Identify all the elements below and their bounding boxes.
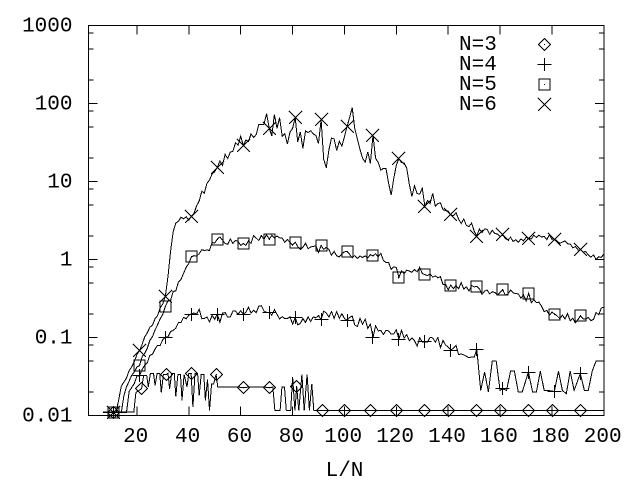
- svg-text:N=6: N=6: [459, 94, 497, 117]
- svg-text:10: 10: [47, 172, 72, 195]
- svg-text:60: 60: [227, 426, 252, 449]
- svg-text:160: 160: [480, 426, 518, 449]
- svg-text:N=5: N=5: [459, 74, 497, 97]
- svg-text:20: 20: [123, 426, 148, 449]
- svg-text:N=4: N=4: [459, 54, 497, 77]
- svg-text:180: 180: [532, 426, 570, 449]
- svg-text:1000: 1000: [22, 16, 72, 39]
- svg-text:100: 100: [324, 426, 362, 449]
- svg-text:80: 80: [279, 426, 304, 449]
- svg-text:120: 120: [376, 426, 414, 449]
- svg-text:140: 140: [428, 426, 466, 449]
- svg-text:0.1: 0.1: [35, 328, 73, 351]
- svg-text:40: 40: [175, 426, 200, 449]
- svg-text:100: 100: [35, 94, 73, 117]
- svg-text:1: 1: [60, 250, 73, 273]
- svg-text:N=3: N=3: [459, 34, 497, 57]
- svg-text:200: 200: [584, 426, 622, 449]
- svg-text:L/N: L/N: [326, 460, 364, 480]
- svg-text:0.01: 0.01: [22, 406, 72, 429]
